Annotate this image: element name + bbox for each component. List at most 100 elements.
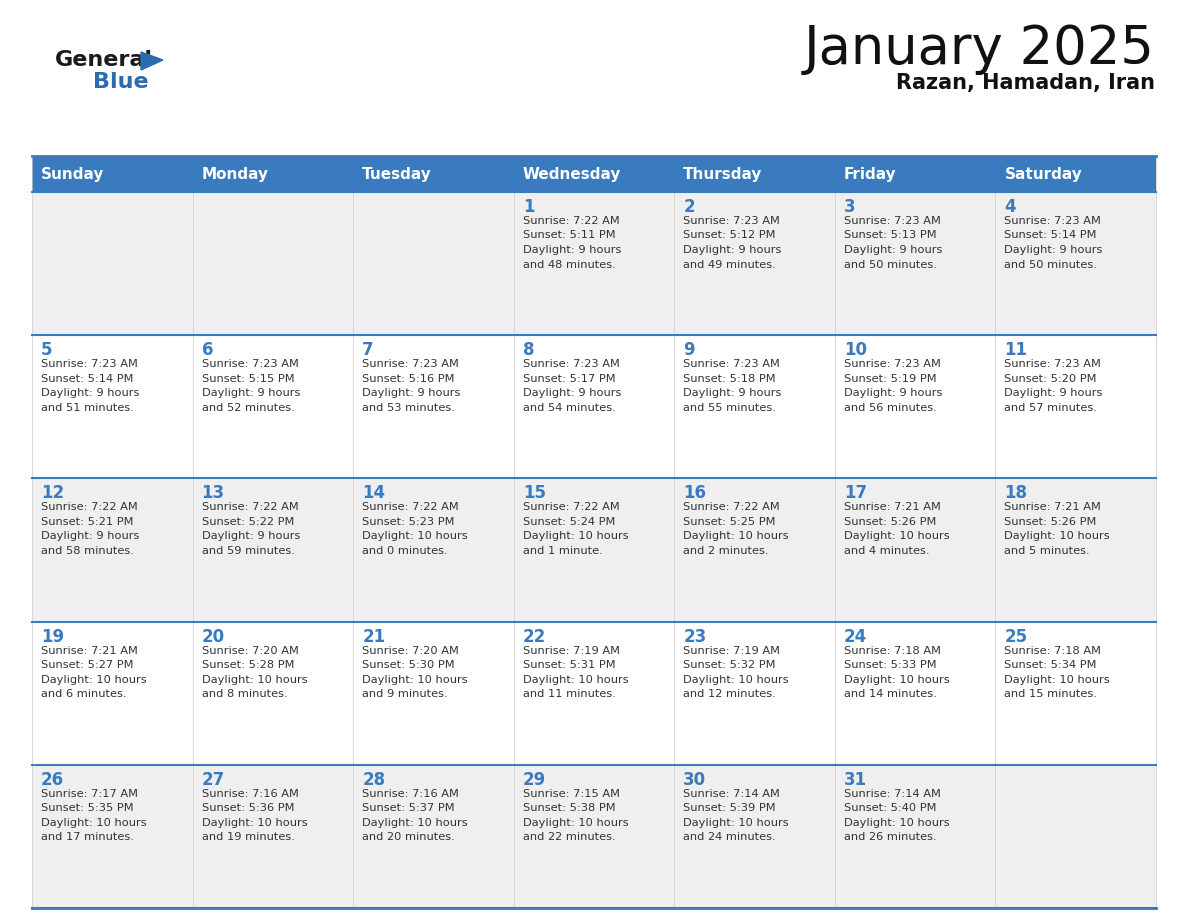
Text: Daylight: 10 hours: Daylight: 10 hours xyxy=(362,675,468,685)
Text: Razan, Hamadan, Iran: Razan, Hamadan, Iran xyxy=(896,73,1155,93)
Bar xyxy=(32,335,1156,478)
Text: Sunset: 5:32 PM: Sunset: 5:32 PM xyxy=(683,660,776,670)
Text: 11: 11 xyxy=(1004,341,1028,359)
Text: Daylight: 9 hours: Daylight: 9 hours xyxy=(42,388,139,398)
Text: Daylight: 9 hours: Daylight: 9 hours xyxy=(42,532,139,542)
Text: Daylight: 10 hours: Daylight: 10 hours xyxy=(843,818,949,828)
Text: and 56 minutes.: and 56 minutes. xyxy=(843,403,936,413)
Text: and 50 minutes.: and 50 minutes. xyxy=(1004,260,1098,270)
Bar xyxy=(675,156,835,192)
Text: Sunrise: 7:23 AM: Sunrise: 7:23 AM xyxy=(683,216,781,226)
Text: and 54 minutes.: and 54 minutes. xyxy=(523,403,615,413)
Text: Daylight: 9 hours: Daylight: 9 hours xyxy=(1004,388,1102,398)
Text: 9: 9 xyxy=(683,341,695,359)
Text: Sunset: 5:30 PM: Sunset: 5:30 PM xyxy=(362,660,455,670)
Text: Daylight: 10 hours: Daylight: 10 hours xyxy=(202,818,308,828)
Text: 29: 29 xyxy=(523,771,546,789)
Text: Sunrise: 7:22 AM: Sunrise: 7:22 AM xyxy=(523,502,619,512)
Text: Sunrise: 7:18 AM: Sunrise: 7:18 AM xyxy=(1004,645,1101,655)
Text: Sunset: 5:40 PM: Sunset: 5:40 PM xyxy=(843,803,936,813)
Text: Daylight: 10 hours: Daylight: 10 hours xyxy=(1004,532,1110,542)
Text: Daylight: 10 hours: Daylight: 10 hours xyxy=(683,532,789,542)
Text: and 19 minutes.: and 19 minutes. xyxy=(202,833,295,843)
Text: 4: 4 xyxy=(1004,198,1016,216)
Text: Daylight: 10 hours: Daylight: 10 hours xyxy=(843,532,949,542)
Bar xyxy=(353,156,513,192)
Text: Daylight: 10 hours: Daylight: 10 hours xyxy=(42,818,146,828)
Text: Daylight: 10 hours: Daylight: 10 hours xyxy=(843,675,949,685)
Bar xyxy=(192,156,353,192)
Text: Daylight: 9 hours: Daylight: 9 hours xyxy=(843,245,942,255)
Text: Daylight: 9 hours: Daylight: 9 hours xyxy=(202,532,299,542)
Text: Sunrise: 7:17 AM: Sunrise: 7:17 AM xyxy=(42,789,138,799)
Text: 12: 12 xyxy=(42,485,64,502)
Text: Sunset: 5:20 PM: Sunset: 5:20 PM xyxy=(1004,374,1097,384)
Text: Sunset: 5:31 PM: Sunset: 5:31 PM xyxy=(523,660,615,670)
Text: 3: 3 xyxy=(843,198,855,216)
Text: and 26 minutes.: and 26 minutes. xyxy=(843,833,936,843)
Text: and 24 minutes.: and 24 minutes. xyxy=(683,833,776,843)
Text: and 9 minutes.: and 9 minutes. xyxy=(362,689,448,700)
Text: Daylight: 10 hours: Daylight: 10 hours xyxy=(362,532,468,542)
Text: Sunrise: 7:23 AM: Sunrise: 7:23 AM xyxy=(202,359,298,369)
Bar xyxy=(32,192,1156,335)
Text: Sunset: 5:14 PM: Sunset: 5:14 PM xyxy=(42,374,133,384)
Bar xyxy=(835,156,996,192)
Text: Sunset: 5:12 PM: Sunset: 5:12 PM xyxy=(683,230,776,241)
Text: Sunset: 5:26 PM: Sunset: 5:26 PM xyxy=(843,517,936,527)
Text: and 12 minutes.: and 12 minutes. xyxy=(683,689,776,700)
Text: Friday: Friday xyxy=(843,166,897,182)
Text: Sunrise: 7:23 AM: Sunrise: 7:23 AM xyxy=(843,359,941,369)
Text: Sunrise: 7:23 AM: Sunrise: 7:23 AM xyxy=(362,359,459,369)
Text: Sunrise: 7:23 AM: Sunrise: 7:23 AM xyxy=(843,216,941,226)
Text: Sunset: 5:16 PM: Sunset: 5:16 PM xyxy=(362,374,455,384)
Text: and 0 minutes.: and 0 minutes. xyxy=(362,546,448,556)
Text: Sunrise: 7:23 AM: Sunrise: 7:23 AM xyxy=(683,359,781,369)
Text: 18: 18 xyxy=(1004,485,1028,502)
Text: 17: 17 xyxy=(843,485,867,502)
Text: Sunset: 5:21 PM: Sunset: 5:21 PM xyxy=(42,517,133,527)
Text: 1: 1 xyxy=(523,198,535,216)
Text: and 50 minutes.: and 50 minutes. xyxy=(843,260,936,270)
Text: Sunrise: 7:16 AM: Sunrise: 7:16 AM xyxy=(202,789,298,799)
Text: Daylight: 9 hours: Daylight: 9 hours xyxy=(1004,245,1102,255)
Text: Tuesday: Tuesday xyxy=(362,166,432,182)
Text: Daylight: 9 hours: Daylight: 9 hours xyxy=(843,388,942,398)
Text: and 2 minutes.: and 2 minutes. xyxy=(683,546,769,556)
Text: Daylight: 10 hours: Daylight: 10 hours xyxy=(523,675,628,685)
Text: Sunrise: 7:22 AM: Sunrise: 7:22 AM xyxy=(523,216,619,226)
Text: and 8 minutes.: and 8 minutes. xyxy=(202,689,287,700)
Text: Sunset: 5:22 PM: Sunset: 5:22 PM xyxy=(202,517,293,527)
Text: Sunset: 5:36 PM: Sunset: 5:36 PM xyxy=(202,803,295,813)
Text: and 11 minutes.: and 11 minutes. xyxy=(523,689,615,700)
Text: Daylight: 10 hours: Daylight: 10 hours xyxy=(1004,675,1110,685)
Text: 2: 2 xyxy=(683,198,695,216)
Text: Sunrise: 7:23 AM: Sunrise: 7:23 AM xyxy=(42,359,138,369)
Text: and 55 minutes.: and 55 minutes. xyxy=(683,403,776,413)
Text: Sunrise: 7:23 AM: Sunrise: 7:23 AM xyxy=(1004,359,1101,369)
Text: 31: 31 xyxy=(843,771,867,789)
Text: 20: 20 xyxy=(202,628,225,645)
Text: Daylight: 9 hours: Daylight: 9 hours xyxy=(683,245,782,255)
Bar xyxy=(513,156,675,192)
Text: 19: 19 xyxy=(42,628,64,645)
Text: Daylight: 10 hours: Daylight: 10 hours xyxy=(523,818,628,828)
Text: Daylight: 9 hours: Daylight: 9 hours xyxy=(523,245,621,255)
Text: Sunrise: 7:19 AM: Sunrise: 7:19 AM xyxy=(523,645,620,655)
Text: Blue: Blue xyxy=(93,72,148,92)
Text: and 57 minutes.: and 57 minutes. xyxy=(1004,403,1098,413)
Text: Sunset: 5:18 PM: Sunset: 5:18 PM xyxy=(683,374,776,384)
Text: Sunset: 5:34 PM: Sunset: 5:34 PM xyxy=(1004,660,1097,670)
Text: Wednesday: Wednesday xyxy=(523,166,621,182)
Text: 27: 27 xyxy=(202,771,225,789)
Text: Sunrise: 7:22 AM: Sunrise: 7:22 AM xyxy=(683,502,781,512)
Bar xyxy=(32,478,1156,621)
Text: and 1 minute.: and 1 minute. xyxy=(523,546,602,556)
Text: and 17 minutes.: and 17 minutes. xyxy=(42,833,134,843)
Text: Sunset: 5:17 PM: Sunset: 5:17 PM xyxy=(523,374,615,384)
Text: 13: 13 xyxy=(202,485,225,502)
Bar xyxy=(32,621,1156,765)
Text: 14: 14 xyxy=(362,485,385,502)
Text: 8: 8 xyxy=(523,341,535,359)
Text: Sunrise: 7:22 AM: Sunrise: 7:22 AM xyxy=(202,502,298,512)
